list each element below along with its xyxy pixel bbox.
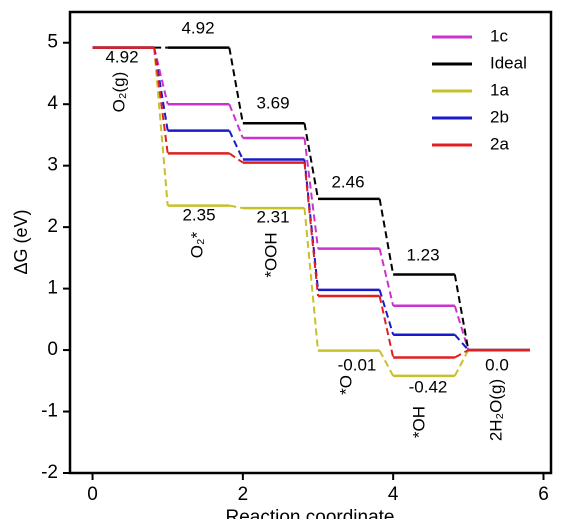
annotation: *O xyxy=(336,375,355,395)
connector xyxy=(303,123,319,200)
y-tick-label: -2 xyxy=(41,462,58,483)
connector xyxy=(153,47,169,206)
y-tick-label: 5 xyxy=(47,32,58,53)
x-tick-label: 2 xyxy=(238,484,249,505)
y-tick-label: 4 xyxy=(47,93,58,114)
x-tick-label: 0 xyxy=(87,484,98,505)
connector xyxy=(153,47,169,105)
annotation: 1.23 xyxy=(406,245,439,264)
x-tick-label: 6 xyxy=(538,484,549,505)
legend-label: 2b xyxy=(490,107,509,126)
y-tick-label: 0 xyxy=(47,339,58,360)
annotation: 3.69 xyxy=(256,93,289,112)
annotation: 2H₂O(g) xyxy=(486,379,505,441)
legend-label: 2a xyxy=(490,134,509,153)
legend-label: Ideal xyxy=(490,53,527,72)
connector xyxy=(453,349,470,377)
connector xyxy=(454,334,470,351)
y-tick-label: -1 xyxy=(41,401,58,422)
annotation: *OOH xyxy=(261,232,280,277)
connector xyxy=(228,103,244,139)
connector xyxy=(303,162,320,297)
legend-label: 1c xyxy=(490,26,508,45)
connector xyxy=(228,152,244,164)
connector xyxy=(303,207,320,351)
connector xyxy=(228,130,244,160)
annotation: O₂* xyxy=(187,231,206,258)
connector xyxy=(378,289,395,335)
connector xyxy=(454,349,469,359)
annotation: 4.92 xyxy=(105,47,138,66)
x-axis-label: Reaction coordinate xyxy=(226,507,395,519)
legend-label: 1a xyxy=(490,80,509,99)
y-tick-label: 1 xyxy=(47,278,58,299)
connector xyxy=(378,248,395,307)
x-tick-label: 4 xyxy=(388,484,399,505)
y-tick-label: 3 xyxy=(47,155,58,176)
annotation: 0.0 xyxy=(485,355,509,374)
annotation: 2.35 xyxy=(182,205,215,224)
annotation: O₂(g) xyxy=(109,72,128,113)
connector xyxy=(453,274,470,351)
connector xyxy=(228,47,244,124)
y-tick-label: 2 xyxy=(47,216,58,237)
annotation: -0.01 xyxy=(338,355,377,374)
connector xyxy=(303,137,320,249)
annotation: -0.42 xyxy=(409,377,448,396)
annotation: 2.46 xyxy=(331,172,364,191)
annotation: *OH xyxy=(409,406,428,438)
y-axis-label: ΔG (eV) xyxy=(11,209,31,274)
connector xyxy=(229,204,244,210)
connector xyxy=(153,47,169,154)
annotation: 4.92 xyxy=(181,18,214,37)
plot-frame xyxy=(68,10,553,475)
connector xyxy=(378,350,395,377)
annotation: 2.31 xyxy=(256,207,289,226)
connector xyxy=(378,198,395,275)
